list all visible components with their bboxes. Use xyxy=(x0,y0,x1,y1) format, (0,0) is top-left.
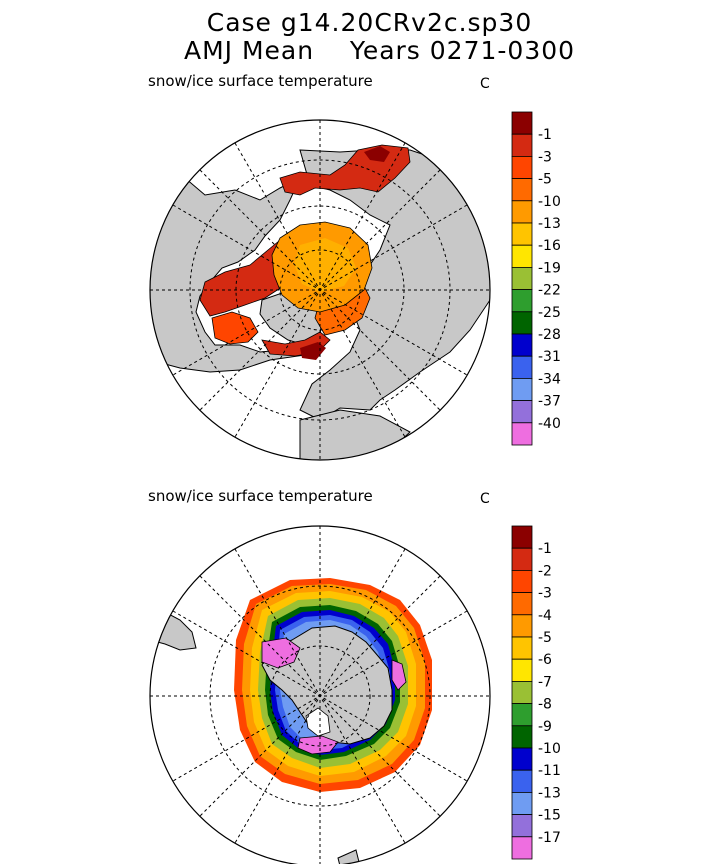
colorbar-swatch xyxy=(511,266,533,290)
colorbar-south: -1 -2 -3 -4 -5 -6 -7 -8 -9 -10 -11 -13 -15 -17 xyxy=(511,525,561,860)
north-map-grid xyxy=(150,120,490,460)
colorbar-swatch xyxy=(511,422,533,446)
colorbar-swatch xyxy=(511,836,533,860)
colorbar-label: -4 xyxy=(538,608,552,624)
colorbar-label: -8 xyxy=(538,697,552,713)
figure-title-line2: AMJ Mean Years 0271-0300 xyxy=(183,36,576,65)
colorbar-swatch xyxy=(511,525,533,549)
colorbar-swatch xyxy=(511,636,533,660)
colorbar-swatch xyxy=(511,333,533,357)
colorbar-label: -3 xyxy=(538,586,552,602)
colorbar-swatch xyxy=(511,355,533,379)
colorbar-swatch xyxy=(511,133,533,157)
colorbar-swatch xyxy=(511,703,533,727)
south-ice-east-cold xyxy=(391,659,407,691)
colorbar-swatch xyxy=(511,111,533,135)
colorbar-swatch xyxy=(511,289,533,313)
colorbar-label: -1 xyxy=(538,541,552,557)
colorbar-swatch xyxy=(511,570,533,594)
colorbar-label: -6 xyxy=(538,652,552,668)
south-ice-ross-cold xyxy=(297,735,339,755)
colorbar-swatch xyxy=(511,178,533,202)
colorbar-swatch xyxy=(511,547,533,571)
colorbar-label: -40 xyxy=(538,416,561,432)
colorbar-swatch xyxy=(511,155,533,179)
panel1-title: snow/ice surface temperature xyxy=(148,72,373,90)
colorbar-label: -13 xyxy=(538,216,561,232)
colorbar-label: -13 xyxy=(538,785,561,801)
colorbar-label: -22 xyxy=(538,283,561,299)
colorbar-label: -15 xyxy=(538,808,561,824)
colorbar-swatch xyxy=(511,814,533,838)
colorbar-swatch xyxy=(511,614,533,638)
colorbar-swatch xyxy=(511,592,533,616)
colorbar-label: -34 xyxy=(538,371,561,387)
colorbar-label: -11 xyxy=(538,763,561,779)
colorbar-label: -3 xyxy=(538,149,552,165)
colorbar-swatch xyxy=(511,681,533,705)
colorbar-label: -37 xyxy=(538,394,561,410)
panel1-units: C xyxy=(480,76,490,92)
colorbar-swatch xyxy=(511,200,533,224)
colorbar-swatch xyxy=(511,658,533,682)
colorbar-swatch xyxy=(511,792,533,816)
north-land-america xyxy=(150,176,306,373)
colorbar-label: -5 xyxy=(538,172,552,188)
colorbar-swatch xyxy=(511,311,533,335)
colorbar-north: -1 -3 -5 -10 -13 -16 -19 -22 -25 -28 -31 -34 -37 -40 xyxy=(511,111,561,446)
colorbar-label: -17 xyxy=(538,830,561,846)
colorbar-label: -19 xyxy=(538,260,561,276)
colorbar-label: -10 xyxy=(538,741,561,757)
south-map-grid xyxy=(150,526,490,864)
south-ice-shelf xyxy=(305,707,331,737)
colorbar-swatch xyxy=(511,725,533,749)
colorbar-label: -9 xyxy=(538,719,552,735)
colorbar-swatch xyxy=(511,747,533,771)
colorbar-swatch xyxy=(511,769,533,793)
colorbar-swatch xyxy=(511,377,533,401)
colorbar-swatch xyxy=(511,244,533,268)
panel2-units: C xyxy=(480,491,490,507)
colorbar-swatch xyxy=(511,400,533,424)
colorbar-label: -2 xyxy=(538,563,552,579)
south-map-outline xyxy=(149,525,491,864)
north-map-outline xyxy=(149,119,491,461)
colorbar-label: -28 xyxy=(538,327,561,343)
north-ice-hudson-bay xyxy=(211,311,259,345)
figure-title-line1: Case g14.20CRv2c.sp30 xyxy=(206,8,533,37)
colorbar-label: -7 xyxy=(538,674,552,690)
colorbar-label: -1 xyxy=(538,127,552,143)
colorbar-label: -31 xyxy=(538,349,561,365)
colorbar-swatch xyxy=(511,222,533,246)
colorbar-label: -16 xyxy=(538,238,561,254)
panel2-title: snow/ice surface temperature xyxy=(148,487,373,505)
colorbar-label: -5 xyxy=(538,630,552,646)
colorbar-label: -25 xyxy=(538,305,561,321)
north-ice-bering-warm xyxy=(364,146,390,162)
colorbar-label: -10 xyxy=(538,194,561,210)
